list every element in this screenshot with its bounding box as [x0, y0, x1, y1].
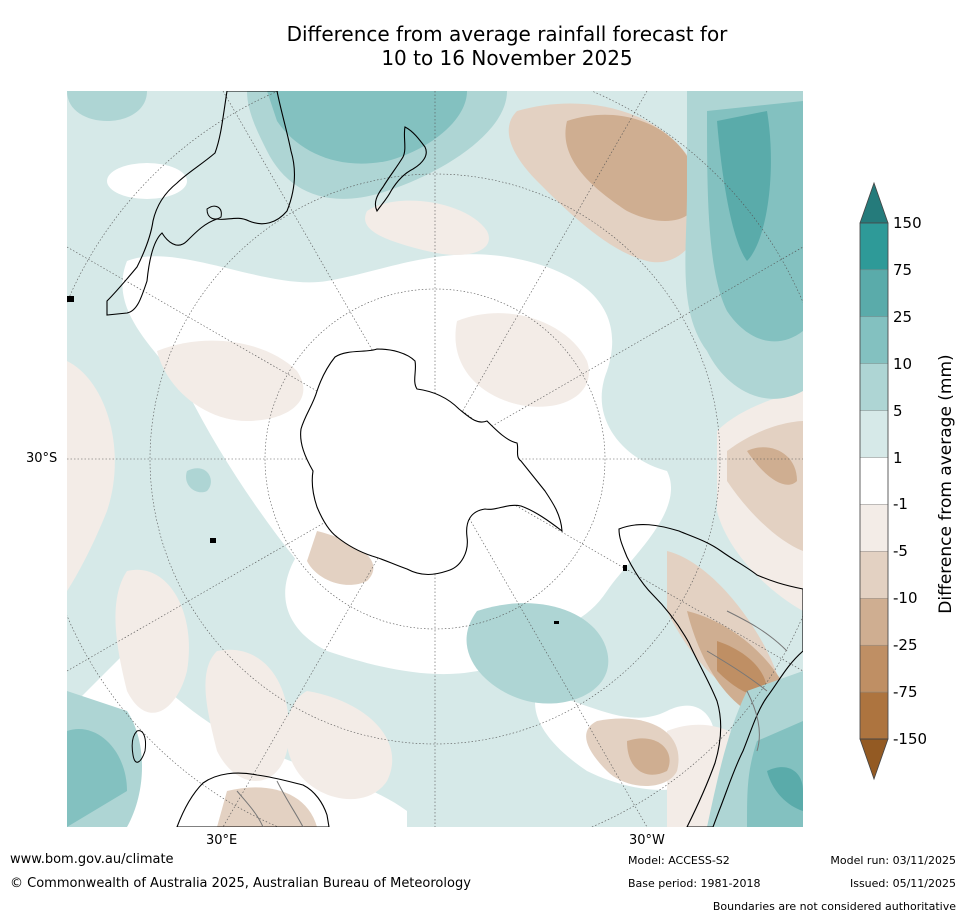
base-period: Base period: 1981-2018: [628, 877, 761, 890]
colorbar-swatch-dry-1: [859, 504, 889, 552]
south-america-landmass: [618, 523, 803, 827]
colorbar-tick-label: -25: [893, 636, 918, 655]
colorbar-tick-label: 25: [893, 307, 913, 326]
colorbar-extend-wet: [859, 181, 889, 224]
issued-date: Issued: 05/11/2025: [849, 877, 956, 890]
chart-title: Difference from average rainfall forecas…: [0, 22, 965, 70]
africa-landmass: [176, 772, 330, 827]
map-svg: [67, 91, 803, 827]
colorbar-swatch-wet-25: [859, 316, 889, 364]
colorbar-tick-label: -150: [893, 730, 928, 748]
colorbar-tick-label: -5: [893, 542, 908, 561]
colorbar-tick-label: -1: [893, 495, 908, 514]
antarctica-landmass: [300, 348, 563, 576]
south-america-borders: [706, 610, 788, 752]
colorbar-swatch-dry-25: [859, 644, 889, 693]
wet-strong-regions: [717, 111, 803, 811]
model-name: Model: ACCESS-S2: [628, 854, 730, 867]
colorbar-tick-label: 150: [893, 214, 922, 232]
colorbar-tick-label: -75: [893, 683, 918, 702]
colorbar-tick-label: 10: [893, 354, 913, 373]
colorbar-tick-label: 75: [893, 260, 913, 279]
colorbar-swatch-wet-150: [859, 222, 889, 271]
colorbar-swatch-dry-5: [859, 551, 889, 599]
boundary-disclaimer: Boundaries are not considered authoritat…: [712, 900, 956, 913]
colorbar-swatch-wet-10: [859, 363, 889, 411]
colorbar: [859, 181, 889, 781]
colorbar-swatch-dry-75: [859, 691, 889, 740]
model-run-date: Model run: 03/11/2025: [830, 854, 956, 867]
australia-landmass: [106, 91, 296, 316]
colorbar-title: Difference from average (mm): [936, 354, 956, 614]
colorbar-swatch-wet-75: [859, 269, 889, 318]
copyright-notice: © Commonwealth of Australia 2025, Austra…: [10, 876, 471, 891]
madagascar-landmass: [131, 730, 146, 763]
colorbar-tick-label: 1: [893, 448, 903, 467]
africa-borders: [236, 780, 304, 827]
sub-antarctic-islands: [67, 296, 627, 624]
colorbar-swatch-neutral: [859, 457, 889, 505]
title-line-1: Difference from average rainfall forecas…: [286, 22, 728, 46]
colorbar-extend-dry: [859, 738, 889, 781]
colorbar-swatch-dry-10: [859, 598, 889, 646]
new-zealand-landmass: [374, 126, 427, 213]
latitude-label-30s: 30°S: [26, 451, 58, 466]
colorbar-frame: [859, 222, 889, 740]
colorbar-tick-label: -10: [893, 589, 918, 608]
website-url[interactable]: www.bom.gov.au/climate: [10, 852, 174, 867]
tasmania-landmass: [206, 205, 222, 220]
rainfall-anomaly-map[interactable]: [67, 91, 803, 827]
longitude-label-30e: 30°E: [206, 833, 238, 848]
longitude-label-30w: 30°W: [629, 833, 665, 848]
title-line-2: 10 to 16 November 2025: [381, 46, 633, 70]
colorbar-swatch-wet-5: [859, 410, 889, 458]
colorbar-tick-label: 5: [893, 401, 903, 420]
